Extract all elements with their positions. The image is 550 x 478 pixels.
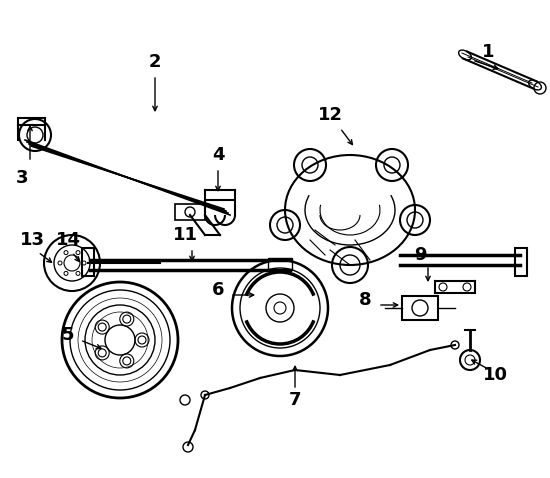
Bar [268,258,292,270]
Bar [82,248,94,276]
Text: 13: 13 [19,231,45,249]
Text: 4: 4 [212,146,224,164]
Bar [515,248,527,276]
Text: 6: 6 [212,281,224,299]
Ellipse shape [285,155,415,265]
Text: 8: 8 [359,291,371,309]
Text: 14: 14 [56,231,80,249]
Text: 3: 3 [16,169,28,187]
Text: 9: 9 [414,246,426,264]
Bar [175,204,205,220]
Text: 10: 10 [482,366,508,384]
Text: 11: 11 [173,226,197,244]
Text: 5: 5 [62,326,74,344]
Bar [402,296,438,320]
Text: 2: 2 [148,53,161,71]
Text: 12: 12 [317,106,343,124]
Text: 1: 1 [482,43,494,61]
Text: 7: 7 [289,391,301,409]
